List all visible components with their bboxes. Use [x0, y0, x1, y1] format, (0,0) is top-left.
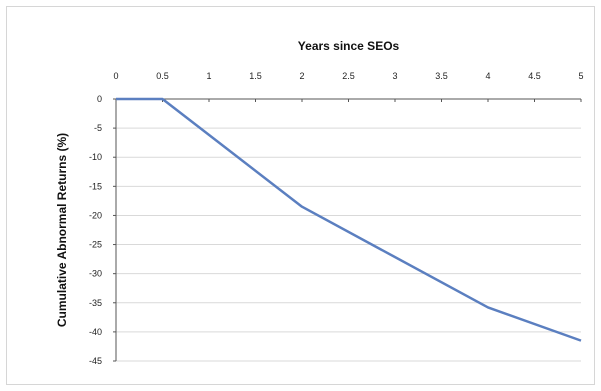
axes	[115, 98, 581, 361]
y-tick-label: -15	[89, 181, 102, 191]
x-tick-label: 5	[578, 71, 583, 81]
x-tick-label: 4.5	[528, 71, 541, 81]
x-tick-label: 1	[206, 71, 211, 81]
y-tick-label: -5	[94, 123, 102, 133]
y-tick-label: -30	[89, 269, 102, 279]
x-tick-label: 1.5	[249, 71, 262, 81]
x-axis-title: Years since SEOs	[298, 39, 400, 53]
y-tick-label: -10	[89, 152, 102, 162]
x-tick-label: 2	[299, 71, 304, 81]
car-series-line	[116, 97, 582, 342]
series-layer	[116, 97, 582, 342]
x-tick-labels: 0 0.5 1 1.5 2 2.5 3 3.5 4 4.5 5	[113, 71, 584, 102]
x-tick-label: 4	[485, 71, 490, 81]
x-tick-label: 3	[392, 71, 397, 81]
x-tick-label: 0	[113, 71, 118, 81]
x-tick-label: 0.5	[156, 71, 169, 81]
y-tick-label: 0	[97, 94, 102, 104]
x-tick-label: 2.5	[342, 71, 355, 81]
chart-frame	[6, 6, 595, 385]
y-tick-label: -35	[89, 298, 102, 308]
y-tick-label: -20	[89, 210, 102, 220]
x-tick-label: 3.5	[435, 71, 448, 81]
y-axis-title: Cumulative Abnormal Returns (%)	[55, 133, 69, 327]
y-tick-label: -40	[89, 327, 102, 337]
y-tick-label: -45	[89, 356, 102, 366]
y-tick-label: -25	[89, 240, 102, 250]
gridlines	[116, 127, 581, 362]
y-tick-labels: 0 -5 -10 -15 -20 -25 -30 -35 -40 -45	[89, 94, 116, 366]
